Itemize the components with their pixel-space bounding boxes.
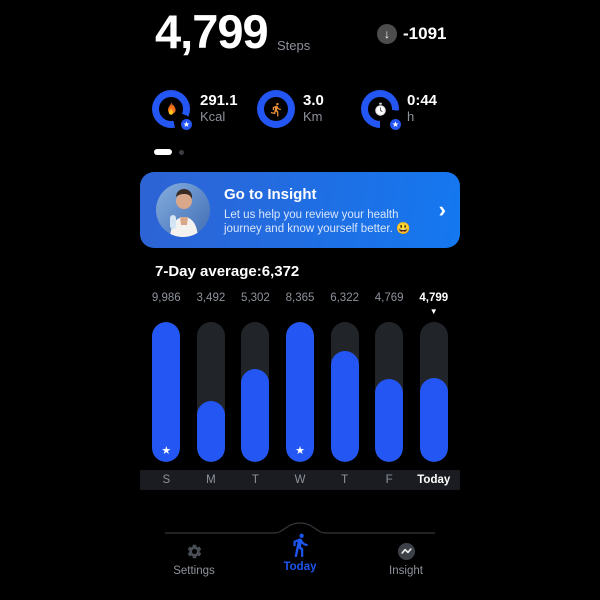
- chevron-right-icon[interactable]: ›: [438, 197, 446, 222]
- chart-day-label[interactable]: T: [251, 474, 259, 486]
- bar-fill: [419, 378, 448, 462]
- banner-subtitle: Let us help you review your health journ…: [224, 209, 411, 235]
- chart-value-row: 9,986▼ 3,492▼ 5,302▼ 8,365▼ 6,322▼ 4,769▼ 4,79…: [140, 292, 460, 316]
- selected-day-triangle-icon: ▼: [429, 307, 438, 316]
- metric-distance[interactable]: [257, 90, 295, 128]
- pulse-icon: [366, 540, 446, 562]
- bar-fill: [330, 351, 359, 462]
- settings-label: Settings: [173, 565, 215, 577]
- chart-day-label[interactable]: Today: [417, 474, 451, 486]
- chart-bar-column[interactable]: [411, 322, 456, 462]
- chart-value: 8,365▼: [285, 292, 315, 304]
- chart-bar-column[interactable]: ★: [144, 322, 189, 462]
- steps-unit-label: Steps: [277, 38, 311, 53]
- duration-text: 0:44 h: [407, 92, 437, 124]
- seven-day-average-label: 7-Day average:6,372: [155, 263, 300, 280]
- metric-duration[interactable]: ★: [361, 90, 403, 132]
- chart-day-label[interactable]: F: [385, 474, 393, 486]
- tab-today[interactable]: Today: [260, 531, 340, 573]
- page-indicator[interactable]: [154, 149, 184, 155]
- bar-fill: [286, 322, 315, 462]
- chart-bar-column[interactable]: [189, 322, 234, 462]
- chart-bar-column[interactable]: ★: [278, 322, 323, 462]
- runner-icon: [257, 90, 295, 128]
- chart-value: 5,302▼: [241, 292, 270, 304]
- tab-insight[interactable]: Insight: [366, 540, 446, 577]
- banner-title: Go to Insight: [224, 186, 317, 203]
- metric-calories[interactable]: ★: [152, 90, 194, 132]
- inactive-page-dot: [179, 149, 184, 155]
- chart-bar-column[interactable]: [322, 322, 367, 462]
- stopwatch-icon: [361, 90, 399, 128]
- sidebar-item-settings[interactable]: Settings: [154, 540, 234, 577]
- bar-fill: [196, 400, 225, 462]
- chart-bar-column[interactable]: [367, 322, 412, 462]
- calories-unit: Kcal: [200, 109, 226, 124]
- insight-label: Insight: [389, 565, 423, 577]
- star-badge-icon: ★: [388, 117, 403, 132]
- bar-track: ★: [152, 322, 181, 462]
- chart-day-label[interactable]: W: [294, 474, 306, 486]
- chart-day-row: S M T W T F Today: [140, 470, 460, 490]
- go-to-insight-banner[interactable]: Go to Insight Let us help you review you…: [140, 172, 460, 248]
- flame-icon: [152, 90, 190, 128]
- bar-track: [375, 322, 404, 462]
- duration-progress-ring: ★: [361, 90, 403, 132]
- chart-value: 3,492▼: [196, 292, 226, 304]
- goal-star-icon: ★: [161, 445, 172, 457]
- distance-unit: Km: [303, 109, 323, 124]
- bar-fill: [152, 322, 181, 462]
- active-page-dot: [154, 149, 172, 155]
- change-value: -1091: [403, 24, 447, 43]
- calories-value: 291.1: [200, 92, 238, 109]
- bar-track: [419, 322, 448, 462]
- gear-icon: [154, 540, 234, 562]
- chart-day-label[interactable]: S: [162, 474, 171, 486]
- distance-value: 3.0: [303, 92, 324, 109]
- bar-fill: [241, 369, 270, 462]
- star-badge-icon: ★: [179, 117, 194, 132]
- down-arrow-icon: ↓: [384, 27, 390, 41]
- today-label: Today: [283, 561, 317, 573]
- goal-star-icon: ★: [295, 445, 305, 457]
- change-badge: ↓: [377, 24, 397, 44]
- calories-text: 291.1 Kcal: [200, 92, 238, 124]
- bar-fill: [375, 378, 404, 462]
- chart-value: 6,322▼: [330, 292, 359, 304]
- chart-day-label[interactable]: M: [206, 474, 216, 486]
- banner-text: Go to Insight Let us help you review you…: [224, 186, 434, 236]
- chart-value: 4,769▼: [374, 292, 404, 304]
- coach-avatar: [156, 183, 210, 237]
- duration-value: 0:44: [407, 92, 438, 109]
- duration-unit: h: [407, 109, 415, 124]
- steps-count: 4,799: [155, 5, 269, 58]
- chart-bar-column[interactable]: [233, 322, 278, 462]
- bar-track: [241, 322, 270, 462]
- distance-progress-ring: [257, 90, 295, 128]
- nav-notch-line: [165, 522, 435, 534]
- distance-text: 3.0 Km: [303, 92, 324, 124]
- chart-bar-row: ★ ★: [140, 322, 460, 462]
- walking-person-icon: [260, 531, 340, 558]
- chart-value: 4,799 ▼: [419, 292, 449, 316]
- chart-day-label[interactable]: T: [341, 474, 349, 486]
- bar-track: [196, 322, 225, 462]
- bar-track: [330, 322, 359, 462]
- chart-value: 9,986▼: [151, 292, 181, 304]
- bar-track: ★: [286, 322, 315, 462]
- calories-progress-ring: ★: [152, 90, 194, 132]
